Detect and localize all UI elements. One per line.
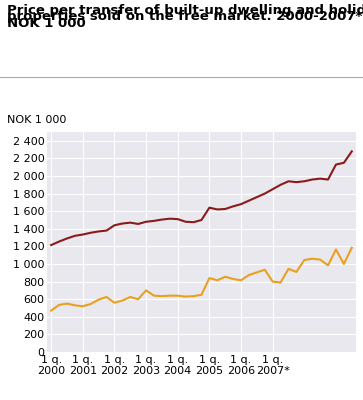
Holiday xyxy=(294,270,299,274)
Holiday xyxy=(112,300,117,305)
Holiday xyxy=(168,293,172,298)
Holiday xyxy=(81,304,85,309)
Holiday xyxy=(350,245,354,250)
Holiday xyxy=(262,267,267,272)
Holiday xyxy=(160,294,164,298)
Holiday xyxy=(128,294,132,299)
Line: Dwelling: Dwelling xyxy=(51,151,352,245)
Holiday xyxy=(104,294,109,299)
Dwelling xyxy=(183,219,188,224)
Dwelling xyxy=(270,187,275,192)
Holiday xyxy=(255,270,259,275)
Text: NOK 1 000: NOK 1 000 xyxy=(7,17,86,30)
Text: Price per transfer of built-up dwelling and holiday: Price per transfer of built-up dwelling … xyxy=(7,4,363,17)
Holiday xyxy=(302,258,306,262)
Dwelling xyxy=(89,230,93,235)
Dwelling xyxy=(294,180,299,184)
Holiday xyxy=(207,276,212,280)
Text: NOK 1 000: NOK 1 000 xyxy=(7,115,66,125)
Dwelling xyxy=(278,182,283,187)
Holiday xyxy=(144,288,148,293)
Dwelling xyxy=(49,243,53,248)
Dwelling xyxy=(81,232,85,237)
Holiday xyxy=(49,308,53,313)
Holiday xyxy=(183,294,188,299)
Dwelling xyxy=(176,217,180,222)
Holiday xyxy=(270,279,275,284)
Dwelling xyxy=(120,221,125,226)
Holiday xyxy=(334,247,338,252)
Dwelling xyxy=(262,191,267,196)
Dwelling xyxy=(136,222,140,226)
Dwelling xyxy=(73,234,77,238)
Holiday xyxy=(310,256,314,261)
Dwelling xyxy=(239,202,243,206)
Dwelling xyxy=(342,160,346,165)
Dwelling xyxy=(65,236,69,241)
Holiday xyxy=(191,294,196,298)
Dwelling xyxy=(318,176,322,181)
Dwelling xyxy=(97,229,101,234)
Dwelling xyxy=(334,162,338,167)
Holiday xyxy=(152,293,156,298)
Holiday xyxy=(215,278,220,283)
Holiday xyxy=(136,297,140,302)
Line: Holiday: Holiday xyxy=(51,248,352,311)
Dwelling xyxy=(215,207,220,212)
Holiday xyxy=(176,293,180,298)
Dwelling xyxy=(57,239,61,244)
Dwelling xyxy=(231,204,235,209)
Dwelling xyxy=(112,223,117,228)
Holiday xyxy=(247,273,251,278)
Dwelling xyxy=(199,218,204,222)
Holiday xyxy=(199,292,204,297)
Holiday xyxy=(57,302,61,307)
Dwelling xyxy=(286,179,291,184)
Dwelling xyxy=(247,198,251,203)
Dwelling xyxy=(310,177,314,182)
Holiday xyxy=(231,276,235,281)
Holiday xyxy=(318,257,322,262)
Holiday xyxy=(326,263,330,268)
Dwelling xyxy=(302,179,306,184)
Dwelling xyxy=(128,220,132,225)
Holiday xyxy=(120,298,125,303)
Dwelling xyxy=(152,218,156,223)
Dwelling xyxy=(207,205,212,210)
Holiday xyxy=(239,278,243,283)
Dwelling xyxy=(168,216,172,221)
Holiday xyxy=(65,301,69,306)
Holiday xyxy=(97,297,101,302)
Holiday xyxy=(223,274,227,279)
Holiday xyxy=(278,280,283,285)
Dwelling xyxy=(160,217,164,222)
Holiday xyxy=(286,266,291,271)
Dwelling xyxy=(350,149,354,154)
Dwelling xyxy=(144,219,148,224)
Holiday xyxy=(89,302,93,306)
Dwelling xyxy=(191,220,196,224)
Text: properties sold on the free market. 2000-2007*. Quarter.: properties sold on the free market. 2000… xyxy=(7,10,363,24)
Dwelling xyxy=(255,195,259,200)
Dwelling xyxy=(326,177,330,182)
Dwelling xyxy=(223,206,227,211)
Holiday xyxy=(342,262,346,266)
Holiday xyxy=(73,303,77,308)
Dwelling xyxy=(104,228,109,233)
